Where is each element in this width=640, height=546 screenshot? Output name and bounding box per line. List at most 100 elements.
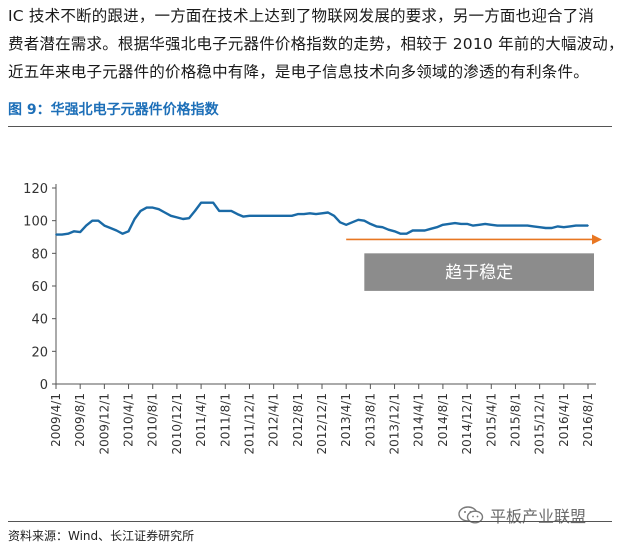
- data-point: [363, 219, 366, 222]
- data-point: [490, 223, 493, 226]
- data-point: [526, 224, 529, 227]
- data-point: [423, 229, 426, 232]
- data-point: [188, 217, 190, 220]
- data-point: [206, 201, 208, 204]
- x-tick-label: 2013/12/1: [388, 393, 402, 455]
- x-tick-label: 2014/8/1: [436, 393, 450, 447]
- data-point: [182, 218, 184, 220]
- data-point: [520, 224, 523, 227]
- data-point: [484, 223, 487, 225]
- x-tick-label: 2014/4/1: [412, 393, 426, 447]
- x-tick-label: 2011/12/1: [242, 393, 256, 455]
- data-point: [399, 232, 402, 235]
- data-point: [375, 225, 378, 228]
- data-point: [61, 233, 63, 236]
- data-point: [109, 227, 112, 229]
- data-point: [556, 225, 559, 228]
- x-tick-label: 2009/12/1: [97, 393, 111, 455]
- intro-paragraph: IC 技术不断的跟进，一方面在技术上达到了物联网发展的要求，另一方面也迎合了消 …: [8, 2, 633, 86]
- data-point: [170, 214, 172, 217]
- data-point: [236, 213, 239, 215]
- data-point: [575, 224, 577, 227]
- data-point: [260, 214, 263, 217]
- data-point: [417, 229, 420, 232]
- x-tick-label: 2010/12/1: [170, 393, 184, 455]
- y-tick-label: 60: [31, 280, 48, 295]
- data-point: [284, 214, 287, 217]
- y-tick-label: 0: [40, 378, 48, 393]
- intro-line-3: 近五年来电子元器件的价格稳中有降，是电子信息技术向多领域的渗透的有利条件。: [8, 63, 589, 81]
- data-point: [272, 214, 275, 217]
- x-axis: 2009/4/1 2009/8/1 2009/12/1 2010/4/1 2010/8/…: [49, 383, 596, 455]
- data-point: [478, 223, 480, 226]
- data-point: [103, 224, 106, 227]
- data-point: [164, 211, 166, 214]
- series-layer: [55, 201, 589, 236]
- data-point: [290, 214, 293, 217]
- x-tick-label: 2012/4/1: [267, 393, 281, 447]
- data-point: [218, 210, 221, 212]
- data-point: [327, 211, 329, 214]
- data-point: [339, 221, 341, 224]
- data-point: [278, 214, 281, 217]
- x-tick-label: 2009/4/1: [49, 393, 63, 447]
- data-point: [230, 210, 233, 212]
- data-point: [381, 226, 384, 228]
- watermark: 平板产业联盟: [458, 503, 586, 527]
- x-tick-label: 2016/4/1: [557, 393, 571, 447]
- data-point: [194, 210, 196, 212]
- figure-title: 图 9：华强北电子元器件价格指数: [8, 102, 219, 118]
- data-point: [91, 219, 94, 222]
- data-point: [544, 227, 547, 229]
- bottom-divider: [8, 521, 612, 522]
- data-point: [357, 219, 360, 221]
- data-point: [454, 222, 456, 224]
- x-tick-label: 2016/8/1: [581, 393, 595, 447]
- data-point: [460, 223, 462, 225]
- data-point: [248, 214, 251, 217]
- data-point: [472, 224, 474, 227]
- x-tick-label: 2010/4/1: [122, 393, 136, 447]
- data-point: [508, 224, 511, 227]
- data-point: [254, 214, 257, 217]
- data-point: [115, 229, 118, 232]
- data-point: [266, 214, 269, 217]
- data-point: [315, 213, 317, 215]
- x-tick-label: 2014/12/1: [460, 393, 474, 455]
- data-point: [387, 228, 390, 231]
- x-tick-label: 2012/8/1: [291, 393, 305, 447]
- annotation-box: [364, 253, 594, 291]
- data-point: [411, 229, 414, 232]
- data-point: [139, 210, 142, 212]
- top-divider: [8, 126, 612, 127]
- x-tick-label: 2012/12/1: [315, 393, 329, 455]
- data-point: [121, 232, 124, 235]
- data-point: [514, 224, 517, 227]
- data-point: [442, 223, 444, 226]
- series-line: [56, 201, 588, 236]
- data-point: [97, 219, 100, 222]
- data-point: [532, 225, 535, 228]
- data-point: [466, 223, 468, 225]
- x-tick-label: 2015/8/1: [508, 393, 522, 447]
- trend-annotation: 趋于稳定: [346, 234, 602, 291]
- data-point: [212, 201, 214, 204]
- y-tick-label: 40: [31, 313, 48, 328]
- data-point: [502, 224, 505, 227]
- price-index-chart: 0 20 40 60 80 100 120 2009/4/1 2009/8/1 2009/12/…: [23, 182, 602, 455]
- data-point: [133, 218, 136, 220]
- y-tick-label: 80: [31, 247, 48, 262]
- data-point: [127, 230, 130, 233]
- data-point: [321, 212, 323, 215]
- data-point: [73, 230, 75, 233]
- data-point: [242, 215, 245, 218]
- data-point: [569, 225, 571, 228]
- data-point: [448, 223, 450, 225]
- data-point: [345, 223, 347, 226]
- y-tick-label: 20: [31, 345, 48, 360]
- annotation-label: 趋于稳定: [445, 263, 513, 283]
- data-point: [538, 226, 541, 228]
- y-tick-label: 100: [23, 215, 48, 230]
- data-point: [176, 216, 178, 219]
- x-tick-label: 2011/4/1: [194, 393, 208, 447]
